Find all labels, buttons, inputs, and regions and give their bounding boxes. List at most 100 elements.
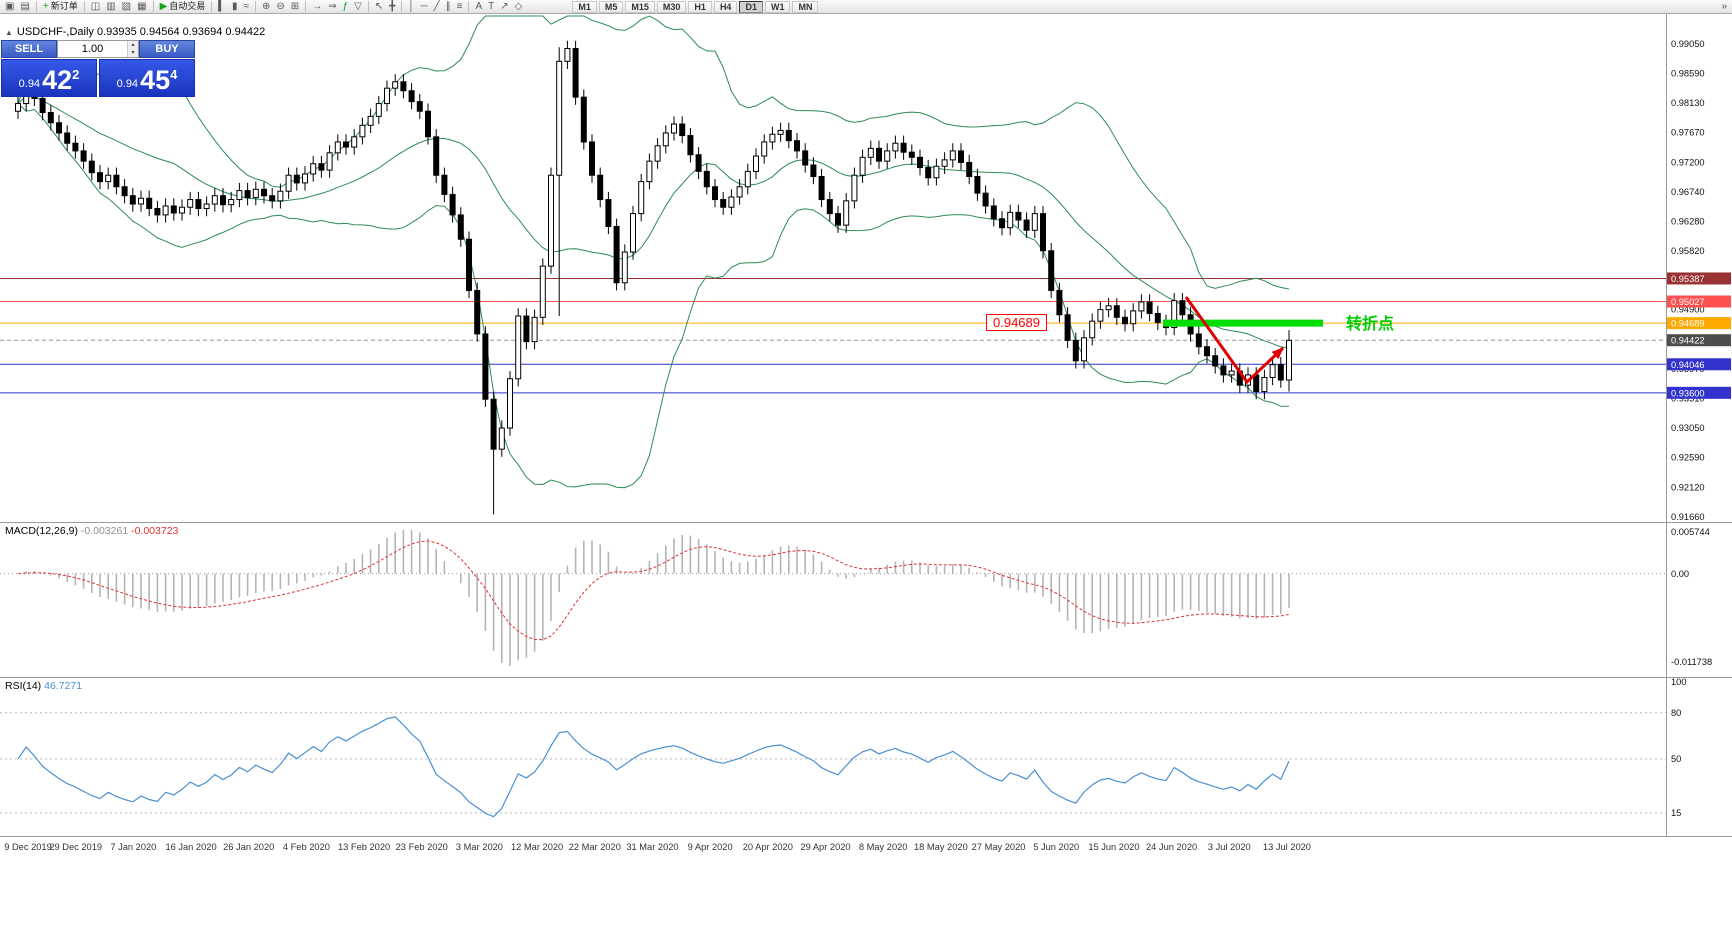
timeframe-mn[interactable]: MN — [792, 0, 819, 13]
crosshair-icon[interactable]: ╋ — [386, 0, 398, 13]
line-chart-icon: ≈ — [243, 1, 250, 12]
toolbar-overflow-button[interactable]: » — [1718, 0, 1730, 13]
candlestick-chart-icon[interactable]: ▮ — [229, 0, 241, 13]
zoom-out-icon[interactable]: ⊖ — [273, 0, 287, 13]
zoom-in-icon[interactable]: ⊕ — [259, 0, 273, 13]
trendline-icon[interactable]: ╱ — [431, 0, 443, 13]
timeframe-d1[interactable]: D1 — [739, 0, 763, 13]
one-click-toggle-icon[interactable]: ▲ — [5, 28, 13, 37]
toolbar-separator — [468, 1, 470, 12]
vertical-line-icon[interactable]: │ — [405, 0, 417, 13]
lot-increase-button[interactable]: ▴ — [128, 41, 138, 49]
svg-text:29 Dec 2019: 29 Dec 2019 — [49, 842, 102, 852]
lot-decrease-button[interactable]: ▾ — [128, 49, 138, 57]
svg-text:15: 15 — [1671, 808, 1681, 818]
buy-button[interactable]: BUY — [139, 40, 195, 58]
svg-text:0.005744: 0.005744 — [1671, 527, 1710, 537]
svg-text:24 Jun 2020: 24 Jun 2020 — [1146, 842, 1197, 852]
rsi-value: 46.7271 — [44, 680, 83, 692]
svg-text:0.95027: 0.95027 — [1671, 297, 1705, 307]
timeframe-w1[interactable]: W1 — [764, 0, 791, 13]
autotrade-button[interactable]: ▶ 自动交易 — [157, 0, 209, 13]
svg-text:0.94422: 0.94422 — [1671, 336, 1705, 346]
svg-text:50: 50 — [1671, 754, 1681, 764]
svg-text:22 Mar 2020: 22 Mar 2020 — [569, 842, 621, 852]
svg-text:29 Apr 2020: 29 Apr 2020 — [800, 842, 850, 852]
channel-icon[interactable]: ∥ — [443, 0, 454, 13]
price-annotation-label[interactable]: 0.94689 — [986, 314, 1047, 331]
panel-separators — [0, 522, 1732, 837]
svg-text:0.97670: 0.97670 — [1671, 127, 1705, 137]
macd-indicator-label: MACD(12,26,9) -0.003261 -0.003723 — [5, 525, 178, 537]
templates-icon[interactable]: ▽ — [351, 0, 365, 13]
svg-text:0.98590: 0.98590 — [1671, 68, 1705, 78]
macd-panel — [0, 530, 1666, 666]
profiles-icon[interactable]: ▤ — [17, 0, 32, 13]
new-chart-icon: ▣ — [5, 1, 15, 12]
fibonacci-icon[interactable]: ≡ — [454, 0, 466, 13]
buy-price-button[interactable]: 0.94 45 4 — [99, 59, 195, 97]
svg-text:20 Apr 2020: 20 Apr 2020 — [743, 842, 793, 852]
data-window-icon: ▥ — [106, 1, 116, 12]
chart-canvas[interactable]: 0.99050 0.98590 0.98130 0.97670 0.97200 0.967… — [0, 14, 1732, 856]
timeframe-m5[interactable]: M5 — [598, 0, 624, 13]
arrows-icon: ↗ — [500, 1, 509, 12]
candlestick-chart-icon: ▮ — [232, 1, 238, 12]
zoom-out-icon: ⊖ — [276, 1, 285, 12]
sell-button[interactable]: SELL — [1, 40, 57, 58]
grid-icon[interactable]: ⊞ — [288, 0, 302, 13]
svg-text:0.93050: 0.93050 — [1671, 423, 1705, 433]
svg-text:0.95387: 0.95387 — [1671, 274, 1705, 284]
red-arrow-annotation[interactable] — [1184, 296, 1285, 385]
new-order-button-label: 新订单 — [50, 1, 78, 11]
crosshair-icon: ╋ — [389, 1, 396, 12]
timeframe-m15[interactable]: M15 — [625, 0, 655, 13]
new-chart-icon[interactable]: ▣ — [2, 0, 17, 13]
bollinger-bands — [17, 15, 1290, 489]
svg-text:31 Mar 2020: 31 Mar 2020 — [626, 842, 678, 852]
turning-point-label[interactable]: 转折点 — [1346, 316, 1395, 333]
timeframe-m1[interactable]: M1 — [572, 0, 597, 13]
svg-text:0.94689: 0.94689 — [1671, 319, 1705, 329]
sell-price-prefix: 0.94 — [18, 78, 41, 90]
label-icon[interactable]: T — [485, 0, 497, 13]
new-order-button[interactable]: + 新订单 — [40, 0, 81, 13]
svg-text:8 May 2020: 8 May 2020 — [859, 842, 908, 852]
market-watch-icon[interactable]: ◫ — [88, 0, 103, 13]
zoom-in-icon: ⊕ — [262, 1, 271, 12]
lot-size-input[interactable] — [58, 41, 127, 57]
svg-text:0.92120: 0.92120 — [1671, 483, 1705, 493]
line-chart-icon[interactable]: ≈ — [241, 0, 253, 13]
bottom-empty-area — [0, 856, 1732, 938]
autotrade-button: ▶ — [159, 1, 168, 12]
chart-shift-icon[interactable]: ⇒ — [325, 0, 339, 13]
timeframe-m30[interactable]: M30 — [656, 0, 687, 13]
macd-name: MACD(12,26,9) — [5, 525, 78, 537]
timeframe-h4[interactable]: H4 — [713, 0, 738, 13]
auto-scroll-icon[interactable]: → — [309, 0, 325, 13]
indicators-icon: ƒ — [342, 1, 349, 12]
sell-price-button[interactable]: 0.94 42 2 — [1, 59, 97, 97]
arrows-icon[interactable]: ↗ — [497, 0, 511, 13]
shapes-icon[interactable]: ◇ — [512, 0, 526, 13]
svg-text:15 Jun 2020: 15 Jun 2020 — [1088, 842, 1139, 852]
svg-text:0.96280: 0.96280 — [1671, 216, 1705, 226]
profiles-icon: ▤ — [20, 1, 30, 12]
navigator-icon[interactable]: ▧ — [119, 0, 134, 13]
data-window-icon[interactable]: ▥ — [103, 0, 118, 13]
bar-chart-icon[interactable]: ▍ — [215, 0, 229, 13]
toolbar-separator — [211, 1, 213, 12]
horizontal-line-icon[interactable]: ─ — [418, 0, 431, 13]
text-icon[interactable]: A — [472, 0, 485, 13]
svg-text:0.95820: 0.95820 — [1671, 246, 1705, 256]
timeframe-h1[interactable]: H1 — [688, 0, 712, 13]
rsi-indicator-label: RSI(14) 46.7271 — [5, 680, 82, 692]
toolbar-separator — [401, 1, 403, 12]
indicators-icon[interactable]: ƒ — [340, 0, 352, 13]
green-band-annotation[interactable] — [1163, 319, 1323, 327]
svg-text:23 Feb 2020: 23 Feb 2020 — [396, 842, 448, 852]
cursor-icon: ↖ — [374, 1, 384, 12]
cursor-icon[interactable]: ↖ — [372, 0, 386, 13]
terminal-icon[interactable]: ▦ — [134, 0, 149, 13]
